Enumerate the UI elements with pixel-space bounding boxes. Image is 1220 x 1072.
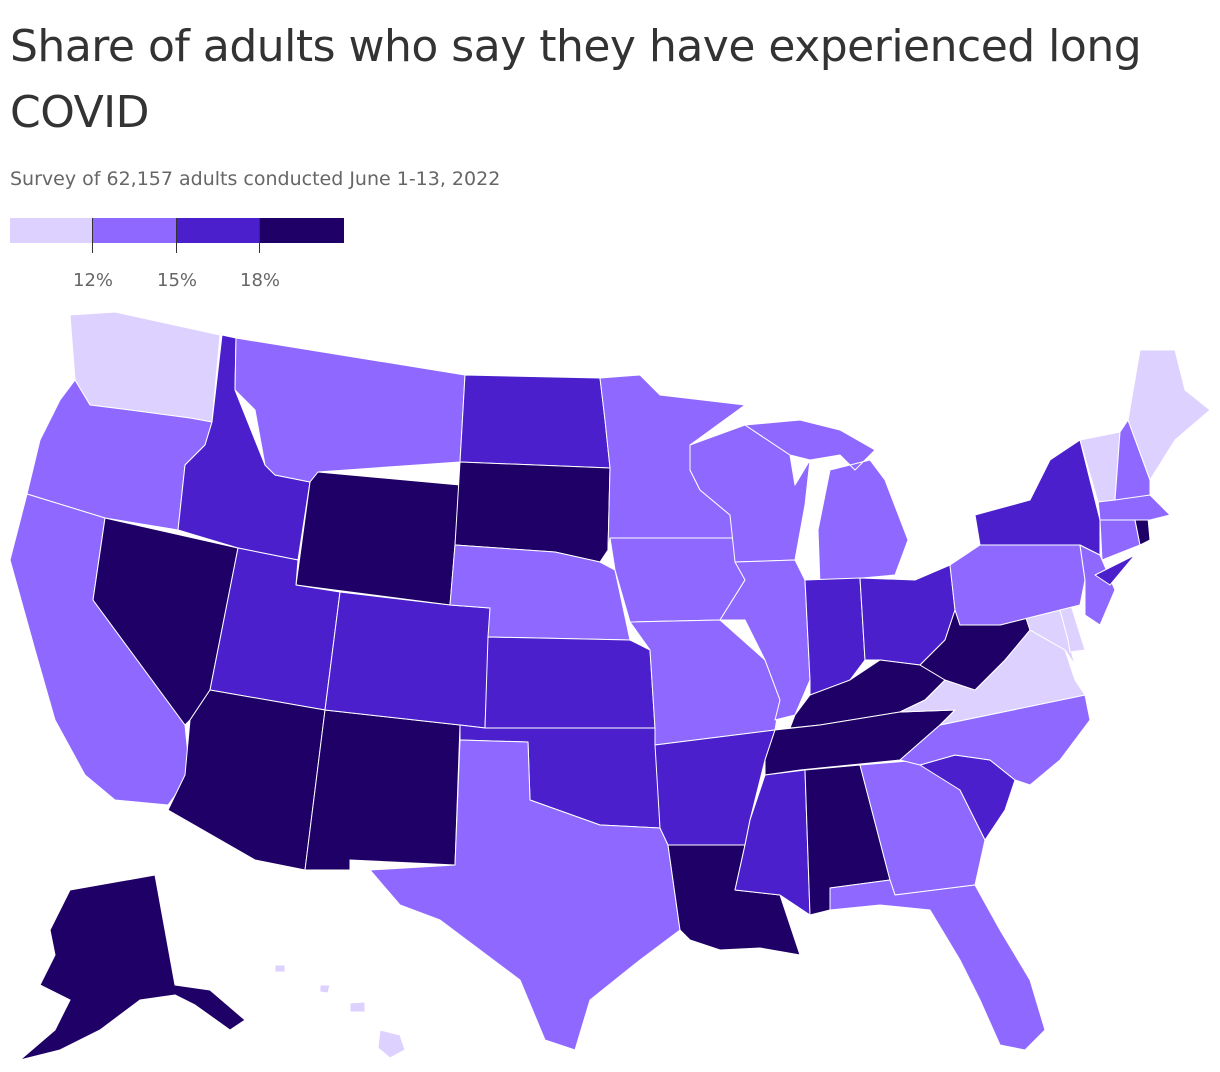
state-nd[interactable] <box>459 374 611 469</box>
legend-swatch-3 <box>177 218 260 243</box>
state-ia[interactable] <box>609 537 746 623</box>
legend-swatch-1 <box>10 218 93 243</box>
state-hi[interactable] <box>274 964 406 1059</box>
state-mt[interactable] <box>234 337 466 483</box>
state-co[interactable] <box>324 591 491 729</box>
color-legend: 12% 15% 18% <box>10 218 344 294</box>
state-ks[interactable] <box>484 636 656 729</box>
state-az[interactable] <box>167 689 326 871</box>
state-ct[interactable] <box>1099 519 1141 561</box>
state-nm[interactable] <box>304 709 461 871</box>
legend-tick-18 <box>259 218 260 253</box>
chart-title: Share of adults who say they have experi… <box>10 21 1142 138</box>
us-states-map <box>9 311 1211 1061</box>
state-me[interactable] <box>1127 349 1211 481</box>
state-mi[interactable] <box>744 419 909 586</box>
state-ak[interactable] <box>19 874 246 1061</box>
legend-tick-12 <box>92 218 93 253</box>
legend-label-18: 18% <box>239 270 281 291</box>
state-fl[interactable] <box>829 879 1046 1051</box>
state-tx[interactable] <box>369 739 681 1051</box>
state-il[interactable] <box>719 559 811 721</box>
legend-label-12: 12% <box>72 270 114 291</box>
state-nh[interactable] <box>1114 419 1151 501</box>
legend-swatch-4 <box>260 218 344 243</box>
legend-label-15: 15% <box>156 270 198 291</box>
legend-tick-15 <box>176 218 177 253</box>
state-wy[interactable] <box>295 471 461 606</box>
chart-subtitle: Survey of 62,157 adults conducted June 1… <box>10 168 501 190</box>
legend-swatch-2 <box>93 218 177 243</box>
